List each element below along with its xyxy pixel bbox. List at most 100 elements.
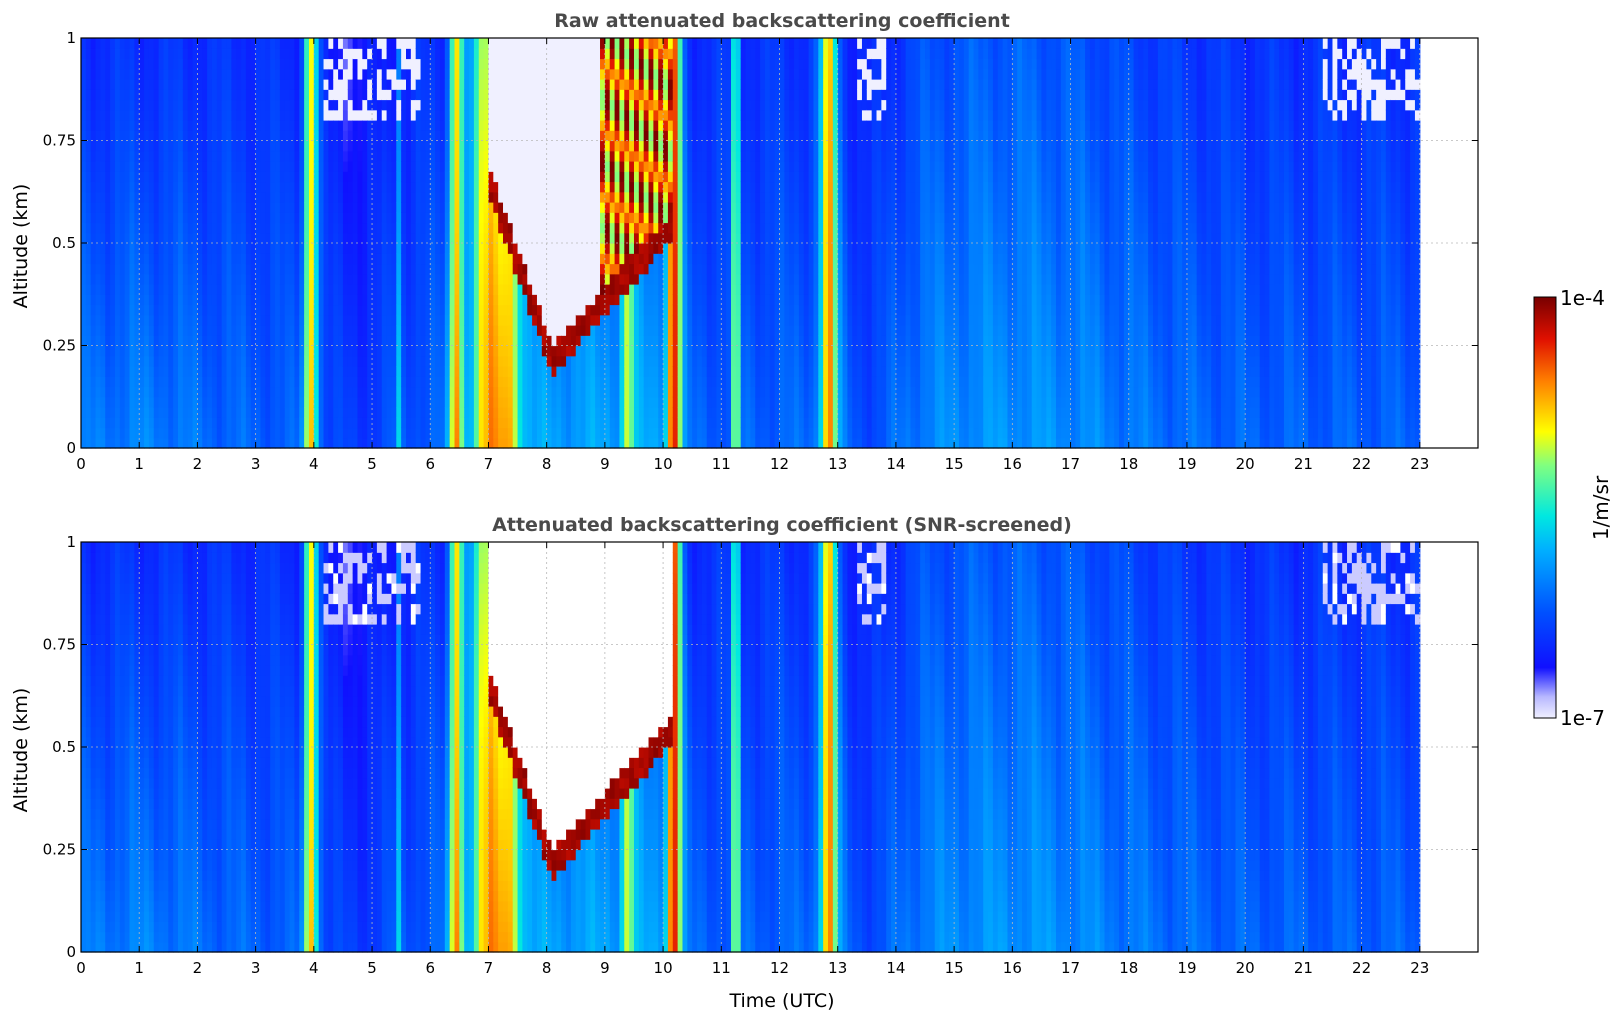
heatmap-cell xyxy=(615,48,620,59)
heatmap-cell xyxy=(678,130,683,141)
heatmap-cell xyxy=(552,417,557,428)
heatmap-cell xyxy=(154,171,159,182)
heatmap-cell xyxy=(207,89,212,100)
heatmap-cell xyxy=(188,151,193,162)
heatmap-cell xyxy=(357,253,362,264)
heatmap-cell xyxy=(644,192,649,203)
heatmap-cell xyxy=(328,264,333,275)
heatmap-cell xyxy=(86,38,91,49)
heatmap-cell xyxy=(430,141,435,152)
heatmap-cell xyxy=(605,141,610,152)
heatmap-cell xyxy=(581,59,586,70)
heatmap-cell xyxy=(387,182,392,193)
heatmap-cell xyxy=(251,161,256,172)
heatmap-cell xyxy=(474,264,479,275)
heatmap-cell xyxy=(357,161,362,172)
heatmap-cell xyxy=(86,151,91,162)
heatmap-cell xyxy=(624,253,629,264)
heatmap-cell xyxy=(338,387,343,398)
heatmap-cell xyxy=(139,89,144,100)
heatmap-cell xyxy=(314,59,319,70)
heatmap-cell xyxy=(469,202,474,213)
heatmap-cell xyxy=(285,417,290,428)
heatmap-cell xyxy=(576,223,581,234)
heatmap-cell xyxy=(387,366,392,377)
heatmap-cell xyxy=(328,407,333,418)
heatmap-cell xyxy=(459,243,464,254)
heatmap-cell xyxy=(474,141,479,152)
heatmap-cell xyxy=(275,387,280,398)
heatmap-cell xyxy=(256,366,261,377)
heatmap-cell xyxy=(377,428,382,439)
heatmap-cell xyxy=(552,48,557,59)
heatmap-cell xyxy=(590,48,595,59)
heatmap-cell xyxy=(421,59,426,70)
heatmap-cell xyxy=(362,294,367,305)
heatmap-cell xyxy=(290,69,295,80)
heatmap-cell xyxy=(280,38,285,49)
heatmap-cell xyxy=(294,335,299,346)
heatmap-cell xyxy=(241,387,246,398)
heatmap-cell xyxy=(348,407,353,418)
heatmap-cell xyxy=(125,202,130,213)
heatmap-cell xyxy=(130,243,135,254)
heatmap-cell xyxy=(668,356,673,367)
heatmap-cell xyxy=(498,192,503,203)
heatmap-cell xyxy=(168,253,173,264)
heatmap-cell xyxy=(304,48,309,59)
heatmap-cell xyxy=(227,233,232,244)
heatmap-cell xyxy=(168,325,173,336)
heatmap-cell xyxy=(464,253,469,264)
heatmap-cell xyxy=(459,202,464,213)
heatmap-cell xyxy=(678,428,683,439)
heatmap-cell xyxy=(493,428,498,439)
heatmap-cell xyxy=(615,79,620,90)
heatmap-cell xyxy=(391,274,396,285)
heatmap-cell xyxy=(377,284,382,295)
heatmap-cell xyxy=(222,192,227,203)
heatmap-cell xyxy=(619,253,624,264)
heatmap-cell xyxy=(227,346,232,357)
heatmap-cell xyxy=(285,335,290,346)
heatmap-cell xyxy=(353,59,358,70)
heatmap-cell xyxy=(479,274,484,285)
heatmap-cell xyxy=(377,48,382,59)
heatmap-cell xyxy=(624,89,629,100)
heatmap-cell xyxy=(634,161,639,172)
heatmap-cell xyxy=(212,428,217,439)
heatmap-cell xyxy=(576,325,581,336)
heatmap-cell xyxy=(217,315,222,326)
heatmap-cell xyxy=(154,89,159,100)
heatmap-cell xyxy=(518,305,523,316)
heatmap-cell xyxy=(581,212,586,223)
heatmap-cell xyxy=(154,376,159,387)
heatmap-cell xyxy=(513,376,518,387)
heatmap-cell xyxy=(304,192,309,203)
heatmap-cell xyxy=(585,89,590,100)
heatmap-cell xyxy=(610,315,615,326)
heatmap-cell xyxy=(163,100,168,111)
heatmap-cell xyxy=(624,356,629,367)
heatmap-cell xyxy=(343,233,348,244)
heatmap-cell xyxy=(416,356,421,367)
heatmap-cell xyxy=(401,223,406,234)
heatmap-cell xyxy=(537,253,542,264)
heatmap-cell xyxy=(619,243,624,254)
heatmap-cell xyxy=(459,161,464,172)
heatmap-cell xyxy=(682,407,687,418)
heatmap-cell xyxy=(682,253,687,264)
heatmap-cell xyxy=(275,120,280,131)
heatmap-cell xyxy=(561,212,566,223)
heatmap-cell xyxy=(110,274,115,285)
heatmap-cell xyxy=(173,325,178,336)
heatmap-cell xyxy=(256,100,261,111)
heatmap-cell xyxy=(91,171,96,182)
heatmap-cell xyxy=(619,38,624,49)
heatmap-cell xyxy=(469,438,474,449)
heatmap-cell xyxy=(435,89,440,100)
heatmap-cell xyxy=(91,100,96,111)
heatmap-cell xyxy=(125,38,130,49)
heatmap-cell xyxy=(357,264,362,275)
heatmap-cell xyxy=(576,274,581,285)
heatmap-cell xyxy=(537,151,542,162)
